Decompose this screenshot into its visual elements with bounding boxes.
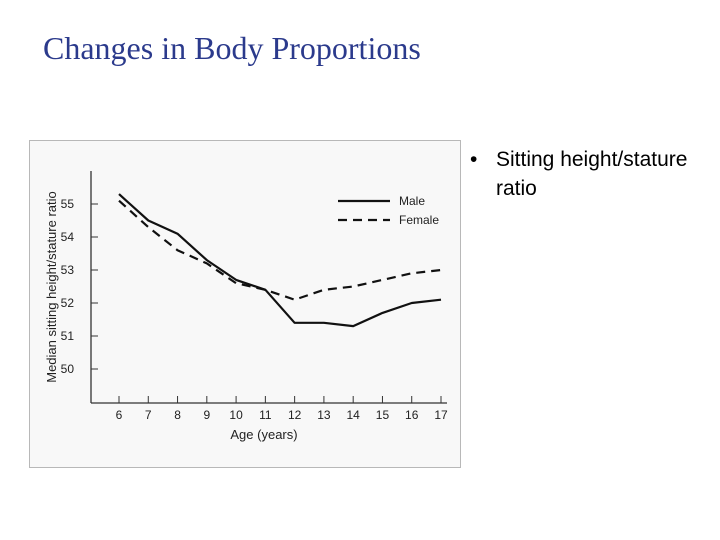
x-tick-label: 14 xyxy=(347,408,361,422)
x-tick-label: 17 xyxy=(434,408,448,422)
legend-label-male: Male xyxy=(399,194,425,208)
x-tick-label: 7 xyxy=(145,408,152,422)
legend-label-female: Female xyxy=(399,213,439,227)
bullet-symbol: • xyxy=(470,148,478,171)
y-tick-label: 53 xyxy=(61,263,75,277)
y-tick-label: 50 xyxy=(61,362,75,376)
chart-series xyxy=(118,193,442,328)
chart-axes xyxy=(90,171,447,404)
y-tick-label: 54 xyxy=(61,230,75,244)
chart-ticks: 50 51 52 53 54 55 6 7 8 9 10 11 12 13 14 15 16 17 xyxy=(61,197,448,422)
line-chart: 50 51 52 53 54 55 6 7 8 9 10 11 12 13 14 15 16 17 Male Fem… xyxy=(44,171,448,442)
y-tick-label: 51 xyxy=(61,329,75,343)
x-axis-label: Age (years) xyxy=(230,427,297,442)
slide-title: Changes in Body Proportions xyxy=(43,30,421,66)
y-tick-label: 55 xyxy=(61,197,75,211)
y-axis-label: Median sitting height/stature ratio xyxy=(44,191,59,383)
series-line-male xyxy=(118,193,442,328)
bullet-list: • Sitting height/stature ratio xyxy=(470,145,710,203)
chart-legend: Male Female xyxy=(338,194,439,227)
x-tick-label: 11 xyxy=(259,408,272,422)
bullet-item: • Sitting height/stature ratio xyxy=(470,145,710,203)
series-line-female xyxy=(118,199,442,301)
x-tick-label: 13 xyxy=(317,408,331,422)
x-tick-label: 10 xyxy=(229,408,243,422)
x-tick-label: 6 xyxy=(116,408,123,422)
chart-figure: 50 51 52 53 54 55 6 7 8 9 10 11 12 13 14 15 16 17 Male Fem… xyxy=(29,140,461,468)
x-tick-label: 15 xyxy=(376,408,390,422)
x-tick-label: 12 xyxy=(288,408,302,422)
x-tick-label: 8 xyxy=(174,408,181,422)
y-tick-label: 52 xyxy=(61,296,75,310)
bullet-text: Sitting height/stature ratio xyxy=(496,148,688,200)
x-tick-label: 9 xyxy=(203,408,210,422)
x-tick-label: 16 xyxy=(405,408,419,422)
